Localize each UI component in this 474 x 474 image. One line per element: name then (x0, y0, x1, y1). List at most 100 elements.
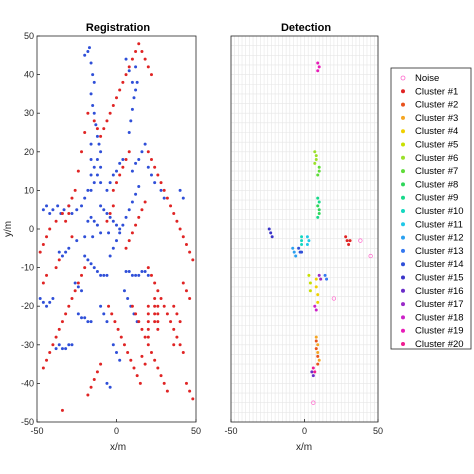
data-point (172, 343, 176, 347)
legend-marker (401, 315, 405, 320)
data-point (99, 204, 103, 208)
data-point (115, 239, 118, 243)
registration-y-tick-label: -20 (21, 301, 34, 311)
data-point (165, 312, 169, 316)
data-point (191, 397, 195, 401)
data-point (323, 273, 327, 277)
data-point (121, 158, 125, 162)
data-point (83, 266, 87, 270)
data-point (41, 281, 45, 285)
data-point (118, 173, 122, 177)
data-point (86, 219, 90, 223)
data-point (172, 304, 176, 308)
data-point (67, 204, 71, 208)
data-point (159, 181, 163, 185)
data-point (83, 131, 87, 134)
data-point (146, 327, 150, 331)
data-point (83, 53, 87, 57)
data-point (317, 212, 321, 216)
data-point (331, 296, 337, 301)
data-point (89, 142, 93, 146)
data-point (89, 173, 93, 177)
data-point (143, 269, 147, 273)
data-point (316, 343, 320, 347)
registration-panel: Registration 50403020100-10-20-30-40-50 … (3, 22, 201, 453)
data-point (127, 269, 131, 273)
data-point (137, 273, 141, 277)
data-point (317, 200, 321, 204)
legend-marker (401, 115, 405, 120)
registration-y-tick-label: 0 (29, 224, 34, 234)
data-point (126, 351, 130, 355)
data-point (89, 158, 93, 162)
data-point (83, 254, 87, 258)
data-point (134, 88, 138, 92)
data-point (83, 316, 87, 320)
data-point (319, 277, 323, 281)
data-point (149, 273, 153, 277)
data-point (51, 296, 55, 300)
data-point (165, 389, 169, 393)
data-point (45, 235, 49, 239)
data-point (41, 208, 45, 212)
legend-marker (401, 275, 405, 280)
data-point (111, 343, 115, 347)
data-point (99, 362, 103, 366)
data-point (95, 223, 99, 227)
legend-marker (401, 328, 405, 333)
data-point (159, 188, 163, 192)
data-point (146, 273, 150, 277)
data-point (181, 196, 185, 200)
data-point (127, 150, 131, 154)
detection-points (267, 61, 373, 405)
data-point (108, 385, 112, 389)
data-point (175, 312, 179, 316)
legend-marker (401, 288, 405, 293)
data-point (127, 239, 131, 243)
data-point (76, 312, 80, 316)
data-point (76, 169, 80, 173)
data-point (344, 235, 348, 239)
data-point (135, 80, 139, 84)
data-point (130, 273, 134, 277)
data-point (188, 389, 192, 393)
legend-marker (401, 129, 405, 134)
legend-label: Noise (415, 73, 439, 84)
data-point (95, 173, 99, 177)
legend: Noise Cluster #1 Cluster #2 Cluster #3 Clust… (390, 67, 472, 350)
data-point (45, 304, 49, 308)
data-point (159, 296, 163, 300)
data-point (107, 231, 111, 235)
data-point (184, 242, 188, 246)
data-point (162, 188, 166, 192)
data-point (45, 273, 49, 277)
data-point (143, 362, 147, 366)
data-point (75, 239, 79, 243)
data-point (99, 134, 103, 138)
legend-label: Cluster #16 (415, 286, 464, 297)
data-point (146, 65, 150, 69)
data-point (102, 208, 106, 212)
data-point (317, 169, 321, 173)
legend-marker (401, 102, 405, 107)
data-point (99, 304, 103, 308)
data-point (67, 212, 71, 216)
data-point (305, 235, 309, 239)
legend-label: Cluster #19 (415, 326, 464, 337)
data-point (316, 351, 320, 355)
data-point (105, 219, 109, 223)
legend-label: Cluster #11 (415, 219, 463, 230)
data-point (99, 181, 103, 185)
data-point (188, 250, 192, 254)
data-point (86, 258, 90, 262)
data-point (178, 227, 182, 231)
data-point (316, 173, 320, 177)
data-point (89, 262, 93, 266)
data-point (134, 161, 138, 165)
detection-x-tick-label: 0 (302, 426, 307, 436)
data-point (300, 250, 304, 254)
data-point (316, 196, 320, 200)
data-point (358, 238, 363, 243)
data-point (316, 293, 320, 297)
data-point (92, 111, 96, 115)
